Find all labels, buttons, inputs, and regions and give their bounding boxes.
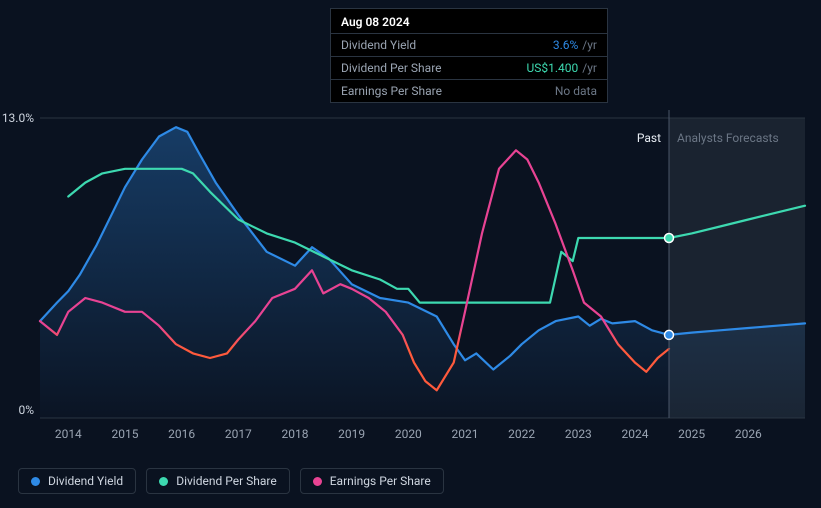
legend-item-label: Earnings Per Share [330,474,431,488]
x-axis-tick: 2014 [55,427,82,441]
y-axis-label: 13.0% [2,111,34,125]
forecast-label: Analysts Forecasts [677,131,779,145]
x-axis-tick: 2020 [395,427,422,441]
chart-tooltip: Aug 08 2024 Dividend Yield3.6%/yrDividen… [330,8,608,103]
series-marker [665,234,674,243]
series-marker [665,330,674,339]
x-axis-tick: 2015 [112,427,139,441]
legend-item[interactable]: Earnings Per Share [300,468,444,494]
past-label: Past [637,131,661,145]
x-axis-tick: 2016 [168,427,195,441]
tooltip-row-suffix: /yr [582,38,597,52]
legend-dot-icon [159,477,168,486]
legend-dot-icon [313,477,322,486]
legend-item[interactable]: Dividend Per Share [146,468,290,494]
x-axis-tick: 2018 [282,427,309,441]
tooltip-row-value: 3.6% [553,38,578,52]
tooltip-row-value: US$1.400 [527,61,579,75]
x-axis-tick: 2023 [565,427,592,441]
x-axis-tick: 2017 [225,427,252,441]
y-axis-label: 0% [18,403,34,417]
tooltip-row: Earnings Per ShareNo data [331,79,607,102]
x-axis-tick: 2019 [338,427,365,441]
chart-legend: Dividend Yield Dividend Per Share Earnings… [18,468,444,494]
x-axis-tick: 2025 [678,427,705,441]
tooltip-row-label: Dividend Yield [341,38,553,52]
tooltip-row-label: Earnings Per Share [341,84,555,98]
x-axis-tick: 2021 [452,427,479,441]
tooltip-row-label: Dividend Per Share [341,61,527,75]
legend-item-label: Dividend Yield [48,474,123,488]
x-axis-tick: 2024 [622,427,649,441]
x-axis-tick: 2026 [735,427,762,441]
tooltip-row: Dividend Yield3.6% /yr [331,33,607,56]
tooltip-date: Aug 08 2024 [331,9,607,33]
tooltip-row-suffix: /yr [582,61,597,75]
tooltip-row: Dividend Per ShareUS$1.400/yr [331,56,607,79]
legend-item-label: Dividend Per Share [176,474,277,488]
tooltip-row-value: No data [555,84,597,98]
legend-item[interactable]: Dividend Yield [18,468,136,494]
legend-dot-icon [31,477,40,486]
x-axis-tick: 2022 [508,427,535,441]
